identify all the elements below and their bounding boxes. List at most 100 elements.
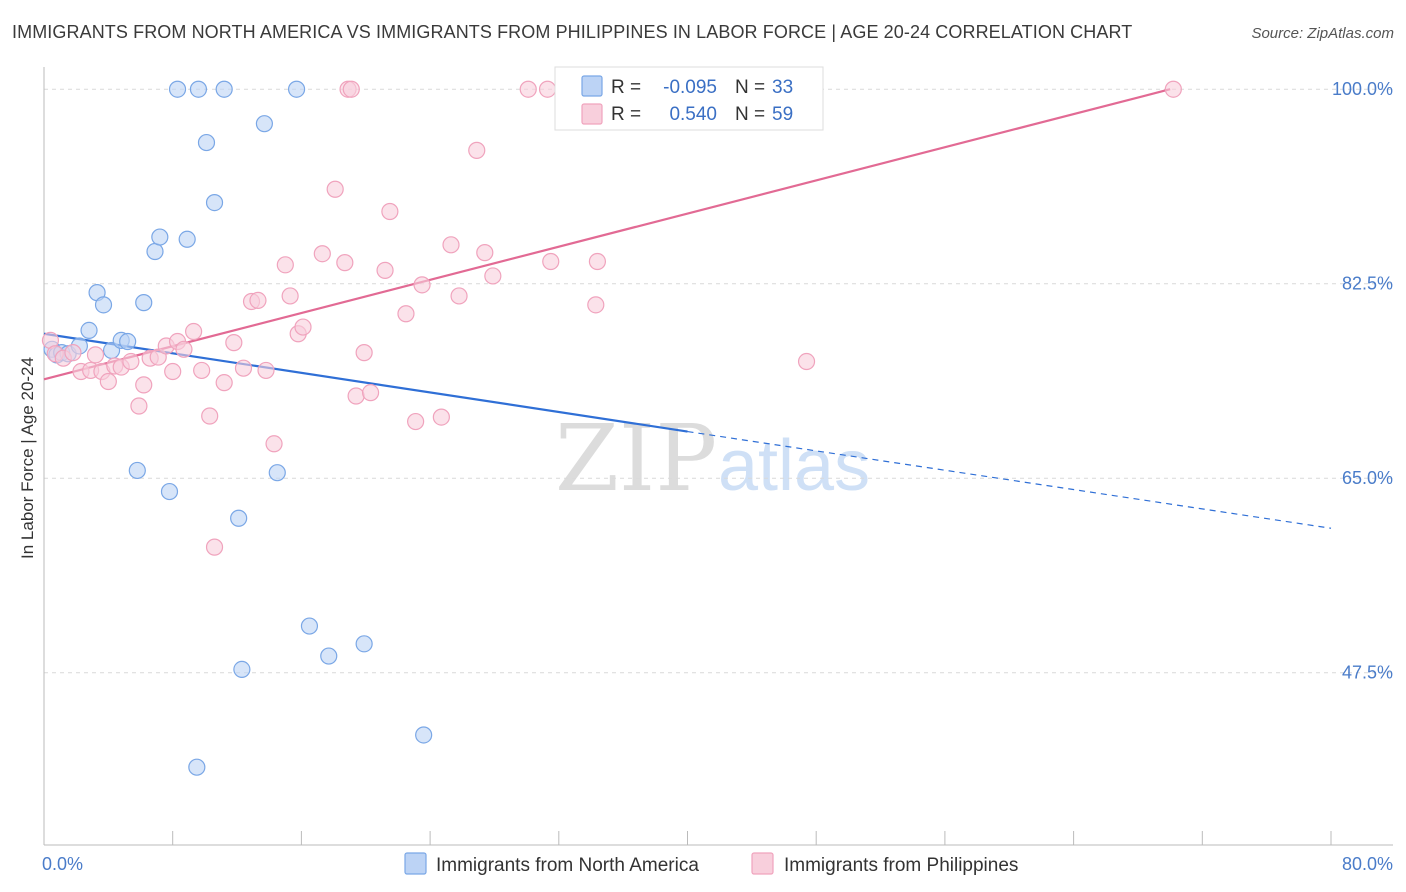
data-point bbox=[588, 252, 607, 271]
series-philippines-points bbox=[41, 80, 1182, 556]
data-point bbox=[413, 276, 431, 294]
data-point bbox=[587, 296, 605, 314]
y-tick-labels: 47.5% 65.0% 82.5% 100.0% bbox=[1332, 79, 1393, 683]
data-point bbox=[94, 296, 113, 314]
data-point bbox=[188, 758, 206, 776]
data-point bbox=[189, 80, 208, 98]
data-point bbox=[281, 287, 299, 305]
data-point bbox=[255, 115, 273, 133]
data-point bbox=[313, 245, 331, 263]
y-tick-label: 100.0% bbox=[1332, 79, 1393, 99]
data-point bbox=[215, 80, 233, 98]
legend-n-value-0: 33 bbox=[772, 77, 793, 98]
data-point bbox=[160, 482, 179, 501]
legend-n-label-0: N = bbox=[735, 77, 765, 98]
data-point bbox=[287, 80, 306, 98]
legend-r-value-0: -0.095 bbox=[663, 77, 717, 98]
data-point bbox=[381, 202, 399, 221]
x-label-right: 80.0% bbox=[1342, 854, 1393, 874]
legend-swatch-north-america bbox=[581, 75, 603, 97]
data-point bbox=[146, 242, 164, 261]
data-point bbox=[205, 538, 224, 556]
data-point bbox=[484, 267, 502, 285]
data-point bbox=[415, 726, 433, 744]
y-tick-label: 82.5% bbox=[1342, 274, 1393, 294]
data-point bbox=[797, 352, 816, 371]
data-point bbox=[268, 464, 286, 482]
grid bbox=[44, 88, 1393, 674]
watermark-zip: ZIP bbox=[555, 405, 717, 512]
data-point bbox=[175, 340, 193, 358]
data-point bbox=[185, 322, 203, 341]
data-point bbox=[197, 133, 216, 152]
data-point bbox=[336, 254, 354, 272]
legend-r-value-1: 0.540 bbox=[669, 104, 717, 125]
data-point bbox=[347, 387, 365, 405]
legend-n-label-1: N = bbox=[735, 104, 765, 125]
data-point bbox=[234, 359, 253, 377]
trend-line-1 bbox=[43, 88, 1171, 381]
data-point bbox=[225, 334, 243, 352]
data-point bbox=[468, 141, 486, 159]
bottom-legend-swatch-philippines bbox=[751, 852, 774, 875]
data-point bbox=[397, 305, 415, 323]
legend-n-value-1: 59 bbox=[772, 104, 793, 125]
data-point bbox=[355, 635, 373, 653]
data-point bbox=[178, 230, 196, 248]
data-point bbox=[86, 346, 105, 364]
y-axis-label: In Labor Force | Age 20-24 bbox=[18, 357, 37, 559]
axes bbox=[43, 67, 1393, 846]
data-point bbox=[257, 361, 275, 380]
bottom-legend-philippines: Immigrants from Philippines bbox=[784, 855, 1018, 876]
watermark: ZIP atlas bbox=[555, 405, 870, 512]
data-point bbox=[276, 256, 294, 274]
data-point bbox=[99, 372, 117, 391]
data-point bbox=[542, 252, 560, 271]
data-point bbox=[407, 412, 425, 431]
data-point bbox=[476, 244, 494, 262]
chart-title: IMMIGRANTS FROM NORTH AMERICA VS IMMIGRA… bbox=[12, 22, 1133, 42]
legend-swatch-philippines bbox=[581, 103, 603, 125]
data-point bbox=[300, 617, 319, 635]
data-point bbox=[450, 287, 468, 305]
data-point bbox=[230, 509, 248, 527]
data-point bbox=[168, 80, 187, 98]
data-point bbox=[442, 236, 460, 254]
data-point bbox=[201, 407, 219, 425]
data-point bbox=[130, 397, 148, 415]
legend-r-label-0: R = bbox=[611, 77, 641, 98]
trend-line-dashed-0 bbox=[687, 430, 1332, 529]
chart-source: Source: ZipAtlas.com bbox=[1251, 25, 1394, 42]
correlation-legend: R = -0.095 N = 33 R = 0.540 N = 59 bbox=[554, 66, 824, 131]
legend-r-label-1: R = bbox=[611, 104, 641, 125]
data-point bbox=[122, 352, 140, 371]
data-point bbox=[538, 80, 557, 98]
data-point bbox=[135, 376, 153, 394]
watermark-atlas: atlas bbox=[718, 426, 870, 506]
data-point bbox=[1164, 80, 1182, 98]
data-point bbox=[361, 384, 380, 402]
data-point bbox=[119, 332, 137, 351]
data-point bbox=[193, 361, 211, 380]
x-label-left: 0.0% bbox=[42, 854, 83, 874]
data-point bbox=[80, 321, 98, 340]
data-point bbox=[376, 261, 394, 279]
data-point bbox=[432, 408, 450, 426]
data-point bbox=[320, 647, 338, 665]
data-point bbox=[233, 660, 251, 678]
data-point bbox=[128, 461, 146, 480]
data-point bbox=[135, 294, 153, 312]
data-point bbox=[355, 344, 373, 362]
series-legend: Immigrants from North America Immigrants… bbox=[404, 852, 1018, 876]
bottom-legend-north-america: Immigrants from North America bbox=[436, 855, 699, 876]
bottom-legend-swatch-north-america bbox=[404, 852, 427, 875]
data-point bbox=[64, 344, 82, 362]
y-tick-label: 65.0% bbox=[1342, 468, 1393, 488]
data-point bbox=[519, 80, 537, 98]
data-point bbox=[265, 435, 283, 453]
data-point bbox=[294, 318, 312, 336]
data-point bbox=[215, 374, 233, 392]
data-point bbox=[326, 180, 344, 198]
data-point bbox=[205, 193, 224, 212]
